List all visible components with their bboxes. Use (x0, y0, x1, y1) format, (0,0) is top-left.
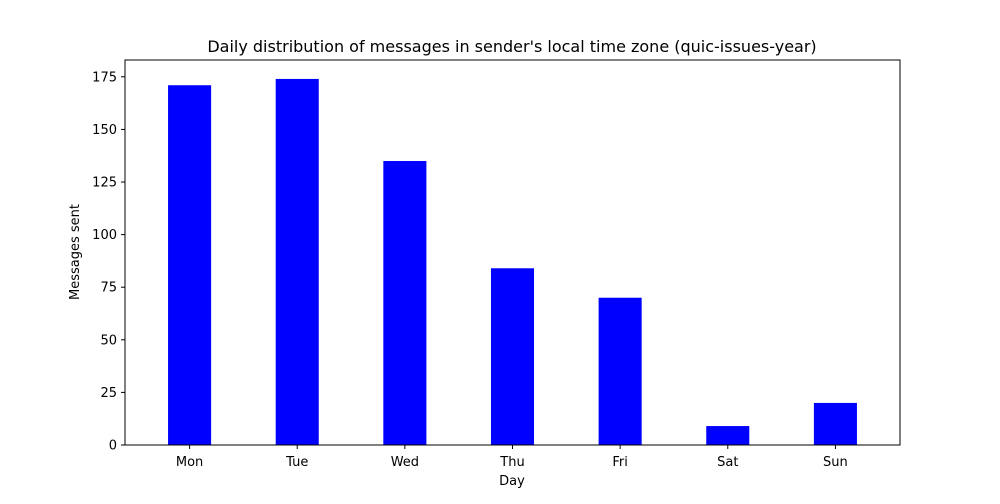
x-tick-label-mon: Mon (176, 455, 203, 470)
y-tick-label-125: 125 (92, 176, 117, 191)
y-tick-label-75: 75 (100, 281, 117, 296)
y-tick-label-50: 50 (100, 333, 117, 348)
bar-wed (383, 160, 427, 445)
chart-title: Daily distribution of messages in sender… (207, 37, 816, 56)
bar-sat (706, 426, 750, 445)
y-tick-label-100: 100 (92, 228, 117, 243)
bar-mon (168, 85, 212, 445)
y-tick-label-0: 0 (109, 439, 117, 454)
x-axis-label: Day (499, 474, 525, 489)
x-tick-label-tue: Tue (285, 455, 308, 470)
bar-sun (813, 402, 857, 445)
bar-thu (490, 268, 535, 445)
x-tick-label-fri: Fri (612, 455, 628, 470)
x-tick-label-wed: Wed (391, 455, 419, 470)
x-tick-label-thu: Thu (499, 455, 524, 470)
bar-tue (275, 78, 319, 446)
x-tick-label-sat: Sat (717, 455, 738, 470)
y-axis: 0 25 50 75 100 125 150 175 (92, 70, 125, 454)
bar-fri (598, 297, 642, 445)
y-axis-label: Messages sent (68, 204, 83, 300)
y-tick-label-150: 150 (92, 123, 117, 138)
y-tick-label-175: 175 (92, 70, 117, 85)
x-axis: Mon Tue Wed Thu Fri Sat Sun (176, 445, 848, 470)
x-tick-label-sun: Sun (823, 455, 848, 470)
y-tick-label-25: 25 (100, 386, 117, 401)
bars-group (168, 78, 857, 446)
